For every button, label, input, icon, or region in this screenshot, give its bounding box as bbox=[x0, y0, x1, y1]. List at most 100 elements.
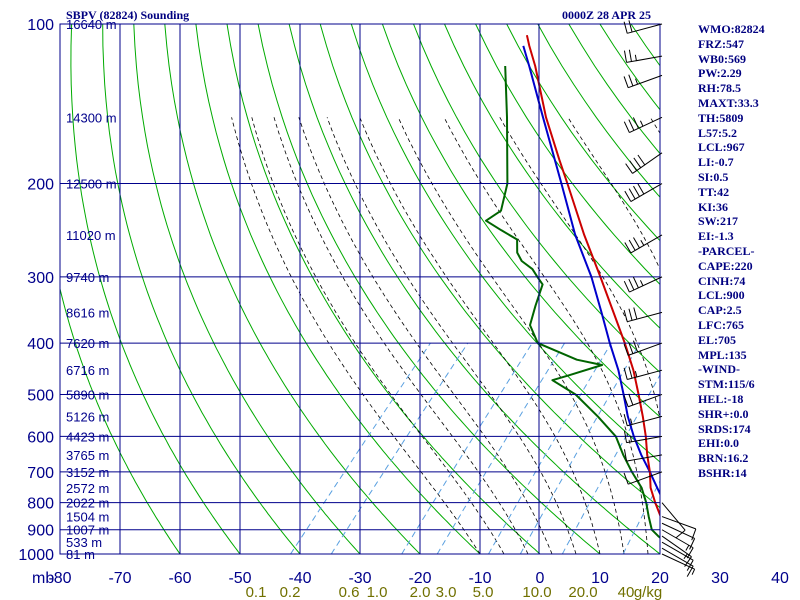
wind-barb bbox=[623, 413, 663, 427]
wind-barb bbox=[661, 535, 692, 567]
wind-barb-flag bbox=[628, 308, 633, 321]
wind-barb-staff bbox=[661, 535, 692, 558]
wind-barb-flag bbox=[623, 281, 630, 293]
dewpoint-trace bbox=[485, 65, 660, 539]
index-item: CAPE:220 bbox=[698, 258, 753, 273]
index-item: EHI:0.0 bbox=[698, 436, 740, 451]
dry-adiabat bbox=[195, 24, 481, 554]
mixing-ratio-label: 1.0 bbox=[367, 584, 388, 600]
plot-area bbox=[60, 24, 800, 554]
pressure-tick-label: 1000 bbox=[18, 547, 54, 564]
wind-barb-staff bbox=[661, 522, 695, 539]
mixing-ratio-label: 10.0 bbox=[522, 584, 551, 600]
index-item: TT:42 bbox=[698, 184, 730, 199]
temp-tick-label: -80 bbox=[48, 570, 71, 587]
wind-barb-flag bbox=[632, 340, 639, 353]
dry-adiabat bbox=[475, 24, 660, 286]
mixing-ratio-line bbox=[488, 342, 612, 554]
index-item: KI:36 bbox=[698, 199, 728, 214]
index-item: CAP:2.5 bbox=[698, 303, 742, 318]
temp-tick-label: -40 bbox=[288, 570, 311, 587]
mixing-ratio-label: 3.0 bbox=[436, 584, 457, 600]
moist-adiabat bbox=[326, 117, 577, 554]
wind-barb-flag bbox=[623, 76, 629, 88]
wind-barb-flag bbox=[632, 117, 639, 129]
wind-barb bbox=[623, 340, 663, 356]
wind-barb bbox=[625, 152, 663, 174]
wind-barb-flag bbox=[632, 276, 639, 289]
height-label: 2572 m bbox=[66, 481, 109, 496]
wind-barb bbox=[661, 547, 694, 577]
height-label: 5126 m bbox=[66, 409, 109, 424]
temp-tick-label: -70 bbox=[108, 570, 131, 587]
wind-barb-flag bbox=[623, 121, 630, 133]
index-item: SI:0.5 bbox=[698, 170, 729, 184]
wind-barb-half-flag bbox=[685, 544, 690, 551]
wind-barb-half-flag bbox=[683, 553, 688, 560]
wind-barb bbox=[623, 276, 663, 293]
wind-barb bbox=[623, 366, 663, 381]
wind-barb-staff bbox=[661, 529, 694, 549]
plot-frame bbox=[59, 23, 661, 555]
wind-barb-flag bbox=[623, 395, 629, 407]
index-item: BRN:16.2 bbox=[698, 451, 749, 466]
wind-barb-flag bbox=[623, 413, 628, 426]
wind-barb-staff bbox=[627, 311, 663, 323]
wind-barb-flag bbox=[628, 239, 636, 251]
wind-barb-flag bbox=[623, 367, 628, 380]
wind-barb-half-flag bbox=[634, 54, 637, 61]
wind-barb-flag bbox=[633, 237, 640, 249]
height-label: 1504 m bbox=[66, 510, 109, 525]
wind-barb-flag bbox=[686, 559, 694, 571]
temp-tick-label: -30 bbox=[348, 570, 371, 587]
height-label: 81 m bbox=[66, 547, 95, 562]
wind-barb bbox=[623, 471, 663, 485]
mixing-ratio-label: 0.2 bbox=[280, 584, 301, 600]
dry-adiabat bbox=[164, 24, 421, 554]
temp-tick-label: -20 bbox=[408, 570, 431, 587]
index-item: -WIND- bbox=[698, 362, 740, 377]
wind-barb-flag bbox=[629, 160, 638, 171]
temp-tick-label: 20 bbox=[651, 570, 669, 587]
wind-barb-staff bbox=[630, 234, 663, 254]
dry-adiabat bbox=[226, 24, 541, 554]
height-label: 5890 m bbox=[66, 387, 109, 402]
dry-adiabat bbox=[568, 24, 660, 155]
wind-barb-flag bbox=[628, 188, 636, 200]
wind-barb bbox=[623, 449, 663, 462]
wind-barb-flag bbox=[637, 183, 645, 195]
moist-adiabat bbox=[231, 117, 481, 554]
height-label: 9740 m bbox=[66, 270, 109, 285]
parcel-trace bbox=[522, 45, 660, 497]
height-label: 12500 m bbox=[66, 177, 117, 192]
dry-adiabat bbox=[319, 24, 660, 509]
wind-barb-half-flag bbox=[630, 418, 633, 425]
wind-barb bbox=[623, 393, 663, 408]
index-item: SHR+:0.0 bbox=[698, 406, 749, 421]
wind-barb bbox=[623, 307, 663, 323]
wind-barb-flag bbox=[624, 190, 632, 202]
wind-barb-flag bbox=[623, 343, 629, 356]
wind-barb-flag bbox=[624, 242, 632, 254]
wind-barb bbox=[624, 183, 663, 202]
height-label: 2022 m bbox=[66, 496, 109, 511]
mixing-ratio-label: 40 bbox=[618, 584, 635, 600]
mixing-ratio-label: 0.1 bbox=[246, 584, 267, 600]
height-label: 16640 m bbox=[66, 17, 117, 32]
moist-adiabat bbox=[740, 117, 771, 554]
height-label: 14300 m bbox=[66, 110, 117, 125]
index-item: EI:-1.3 bbox=[698, 229, 734, 244]
dry-adiabat bbox=[755, 24, 800, 554]
wind-barb-staff bbox=[629, 276, 663, 293]
moist-adiabat bbox=[298, 117, 553, 554]
wind-barb-flag bbox=[628, 119, 635, 131]
pressure-tick-label: 900 bbox=[27, 523, 54, 540]
height-label: 11020 m bbox=[66, 228, 116, 243]
index-item: EL:705 bbox=[698, 332, 737, 347]
wind-barb-flag bbox=[628, 342, 634, 354]
pressure-tick-label: 500 bbox=[27, 387, 54, 404]
height-label: 8616 m bbox=[66, 305, 109, 320]
wind-barb-flag bbox=[628, 278, 635, 291]
wind-barb-staff bbox=[628, 74, 663, 89]
mixing-ratio-label: 5.0 bbox=[473, 584, 494, 600]
